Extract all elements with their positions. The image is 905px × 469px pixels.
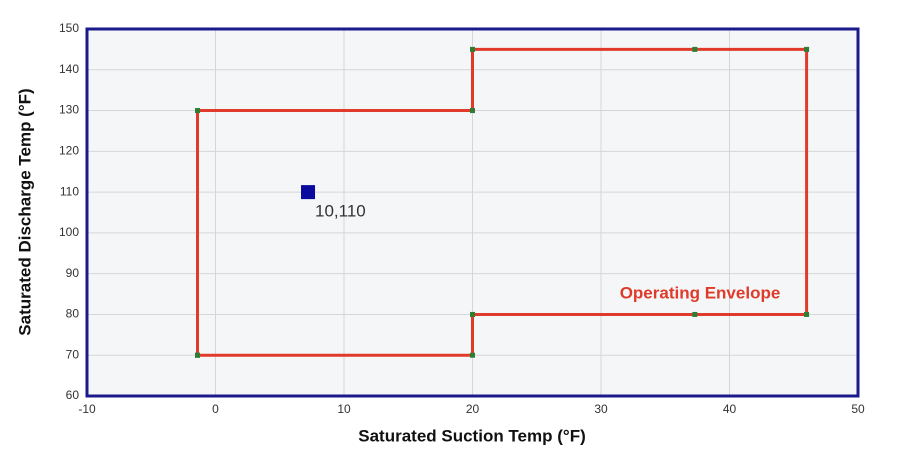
- x-axis-title: Saturated Suction Temp (°F): [358, 426, 586, 445]
- x-tick-label: 30: [594, 402, 608, 416]
- y-tick-label: 130: [59, 103, 79, 117]
- envelope-vertex: [804, 311, 810, 317]
- plot-frame: [85, 27, 860, 398]
- y-tick-label: 80: [66, 307, 80, 321]
- envelope-vertex: [470, 108, 475, 114]
- operating-point: [301, 185, 316, 200]
- y-tick-label: 120: [59, 144, 79, 158]
- x-tick-label: -10: [78, 402, 96, 416]
- y-tick-label: 100: [59, 225, 79, 239]
- envelope-vertex: [804, 46, 810, 52]
- point-label: 10,110: [315, 202, 366, 221]
- y-tick-label: 140: [59, 62, 79, 76]
- x-tick-label: 50: [851, 402, 865, 416]
- y-tick-label: 150: [59, 21, 79, 35]
- x-tick-label: 20: [466, 402, 480, 416]
- x-tick-label: 40: [723, 402, 737, 416]
- envelope-vertex: [692, 311, 698, 317]
- envelope-vertex: [195, 108, 201, 114]
- y-tick-label: 70: [66, 347, 80, 361]
- envelope-vertex: [470, 352, 475, 358]
- y-tick-label: 60: [66, 388, 80, 402]
- envelope-vertex: [470, 311, 475, 317]
- y-tick-label: 110: [60, 184, 79, 198]
- x-tick-label: 0: [212, 402, 219, 416]
- x-tick-label: 10: [337, 402, 351, 416]
- envelope-vertex: [470, 46, 475, 52]
- y-tick-label: 90: [66, 266, 80, 280]
- envelope-vertex: [692, 46, 698, 52]
- y-axis-title: Saturated Discharge Temp (°F): [15, 88, 34, 335]
- envelope-vertex: [195, 352, 201, 358]
- envelope-label: Operating Envelope: [620, 283, 781, 302]
